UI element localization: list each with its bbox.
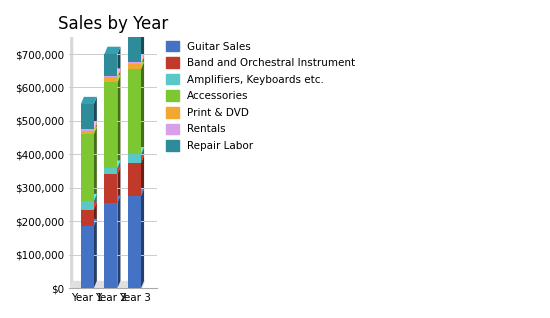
Bar — [81, 129, 94, 131]
Polygon shape — [117, 196, 120, 288]
Polygon shape — [94, 97, 97, 129]
Polygon shape — [128, 28, 144, 36]
Bar — [104, 168, 117, 175]
Polygon shape — [141, 189, 144, 288]
Bar — [128, 196, 141, 288]
Bar — [104, 82, 117, 168]
Polygon shape — [104, 167, 120, 175]
Polygon shape — [81, 124, 97, 131]
Polygon shape — [128, 55, 144, 62]
Polygon shape — [141, 156, 144, 196]
Bar — [128, 36, 141, 62]
Polygon shape — [104, 160, 120, 168]
Bar — [104, 54, 117, 76]
Polygon shape — [141, 62, 144, 154]
Bar — [81, 210, 94, 226]
Polygon shape — [94, 124, 97, 134]
Polygon shape — [128, 62, 144, 69]
Polygon shape — [94, 127, 97, 201]
Bar — [128, 64, 141, 69]
Polygon shape — [104, 196, 120, 203]
Polygon shape — [81, 194, 97, 201]
Polygon shape — [117, 167, 120, 203]
Bar — [128, 154, 141, 163]
Polygon shape — [117, 160, 120, 175]
Polygon shape — [81, 219, 97, 226]
Polygon shape — [117, 47, 120, 76]
Polygon shape — [117, 68, 120, 78]
Bar — [104, 76, 117, 78]
Bar — [104, 203, 117, 288]
Polygon shape — [104, 75, 120, 82]
Bar — [81, 104, 94, 129]
Polygon shape — [104, 70, 120, 78]
Bar — [81, 134, 94, 201]
Bar — [81, 226, 94, 288]
Polygon shape — [104, 68, 120, 76]
Bar — [104, 175, 117, 203]
Bar — [128, 62, 141, 64]
Polygon shape — [94, 122, 97, 131]
Polygon shape — [70, 30, 73, 288]
Polygon shape — [141, 57, 144, 69]
Polygon shape — [81, 127, 97, 134]
Polygon shape — [70, 281, 145, 288]
Polygon shape — [81, 202, 97, 210]
Polygon shape — [128, 147, 144, 154]
Polygon shape — [81, 122, 97, 129]
Polygon shape — [128, 156, 144, 163]
Polygon shape — [128, 57, 144, 64]
Bar — [128, 163, 141, 196]
Polygon shape — [141, 147, 144, 163]
Bar — [128, 69, 141, 154]
Polygon shape — [104, 47, 120, 54]
Bar — [81, 131, 94, 134]
Polygon shape — [128, 189, 144, 196]
Polygon shape — [81, 97, 97, 104]
Polygon shape — [94, 202, 97, 226]
Polygon shape — [117, 75, 120, 168]
Polygon shape — [141, 28, 144, 62]
Title: Sales by Year: Sales by Year — [58, 15, 168, 33]
Bar — [81, 201, 94, 210]
Legend: Guitar Sales, Band and Orchestral Instrument, Amplifiers, Keyboards etc., Access: Guitar Sales, Band and Orchestral Instru… — [163, 38, 359, 154]
Polygon shape — [94, 219, 97, 288]
Bar — [104, 78, 117, 82]
Polygon shape — [117, 70, 120, 82]
Polygon shape — [141, 55, 144, 64]
Polygon shape — [94, 194, 97, 210]
